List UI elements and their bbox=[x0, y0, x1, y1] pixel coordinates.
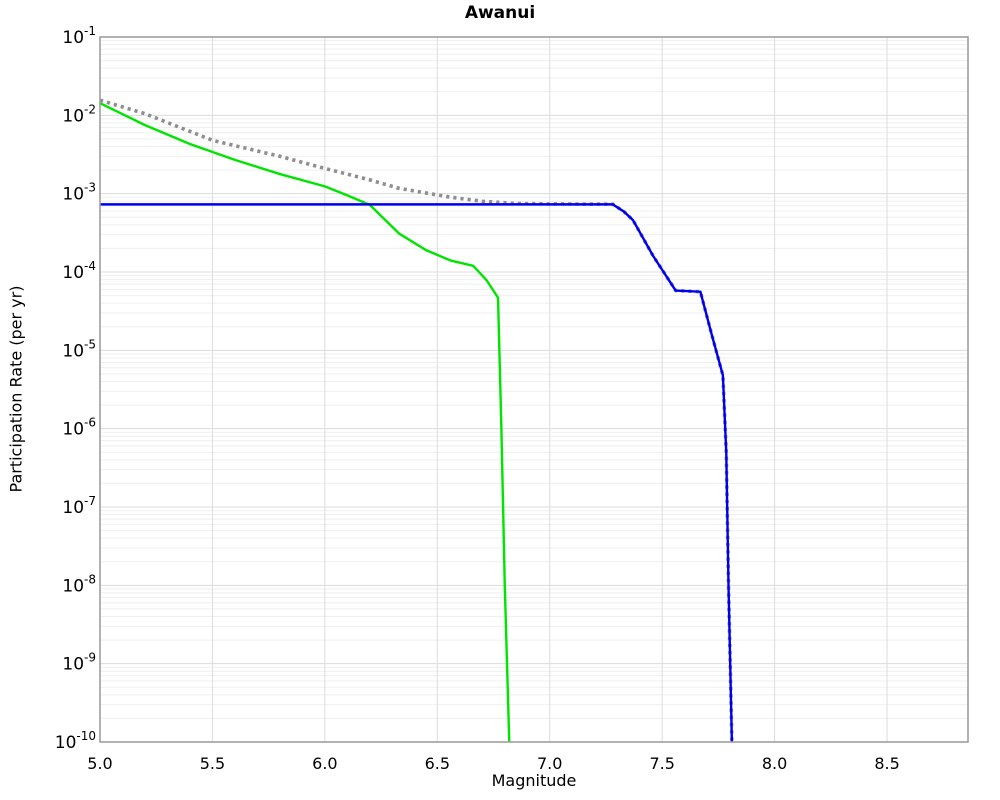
x-tick-labels: 5.0 5.5 6.0 6.5 7.0 7.5 8.0 8.5 bbox=[87, 754, 899, 773]
y-tick-label: 10-1 bbox=[62, 24, 96, 48]
series-gray-dotted bbox=[99, 98, 734, 743]
grid-minor-lines bbox=[100, 40, 968, 719]
grid-vertical-lines bbox=[211, 37, 888, 742]
series-blue-solid bbox=[100, 203, 734, 743]
y-tick-label: 10-2 bbox=[62, 102, 96, 126]
y-tick-label: 10-5 bbox=[62, 337, 96, 361]
x-tick-label: 5.5 bbox=[200, 754, 225, 773]
chart-title: Awanui bbox=[464, 3, 536, 23]
series-green-solid bbox=[99, 102, 511, 743]
x-tick-label: 8.5 bbox=[874, 754, 899, 773]
y-tick-label: 10-7 bbox=[62, 494, 96, 518]
y-tick-label: 10-4 bbox=[62, 259, 96, 283]
y-axis-label: Participation Rate (per yr) bbox=[6, 285, 26, 493]
x-axis-label: Magnitude bbox=[491, 771, 577, 790]
plot-frame bbox=[99, 36, 969, 743]
x-tick-label: 6.0 bbox=[312, 754, 337, 773]
x-tick-label: 7.5 bbox=[649, 754, 674, 773]
x-tick-label: 6.5 bbox=[425, 754, 450, 773]
y-tick-label: 10-8 bbox=[62, 572, 96, 596]
y-tick-label: 10-6 bbox=[62, 416, 96, 440]
y-tick-label: 10-10 bbox=[55, 729, 96, 753]
y-tick-label: 10-9 bbox=[62, 651, 96, 675]
y-tick-labels: 10-1 10-2 10-3 10-4 10-5 10-6 10-7 10-8 10-9 10-1… bbox=[55, 24, 96, 753]
x-tick-label: 8.0 bbox=[762, 754, 787, 773]
x-tick-label: 5.0 bbox=[87, 754, 112, 773]
x-tick-label: 7.0 bbox=[537, 754, 562, 773]
y-tick-label: 10-3 bbox=[62, 181, 96, 205]
